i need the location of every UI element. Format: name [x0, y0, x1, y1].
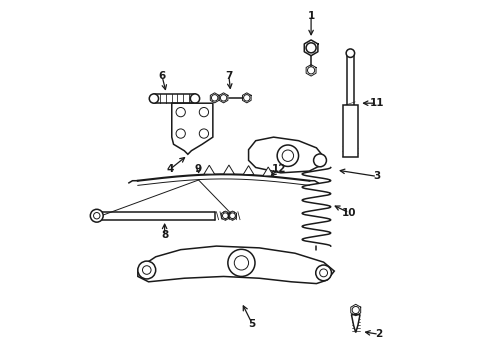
Circle shape: [94, 212, 100, 219]
Circle shape: [138, 261, 156, 279]
Circle shape: [211, 95, 218, 101]
Text: 7: 7: [225, 71, 233, 81]
Polygon shape: [248, 137, 323, 173]
Circle shape: [314, 154, 326, 167]
Text: 11: 11: [370, 98, 385, 108]
Polygon shape: [343, 105, 358, 157]
Text: 3: 3: [373, 171, 381, 181]
Text: 12: 12: [271, 164, 286, 174]
Circle shape: [190, 94, 199, 103]
Text: 9: 9: [195, 164, 202, 174]
Polygon shape: [243, 166, 254, 175]
Text: 10: 10: [342, 208, 357, 218]
Circle shape: [143, 266, 151, 274]
Polygon shape: [138, 246, 334, 284]
Circle shape: [228, 249, 255, 276]
Circle shape: [176, 108, 185, 117]
Circle shape: [234, 256, 248, 270]
Polygon shape: [351, 315, 360, 333]
Polygon shape: [263, 167, 273, 176]
Text: 2: 2: [375, 329, 383, 339]
Circle shape: [352, 306, 359, 314]
Circle shape: [149, 94, 159, 103]
Circle shape: [308, 67, 315, 74]
Circle shape: [282, 150, 294, 161]
Polygon shape: [172, 103, 213, 154]
Text: 6: 6: [158, 71, 166, 81]
Circle shape: [230, 213, 235, 219]
Circle shape: [277, 145, 298, 166]
Circle shape: [244, 95, 250, 101]
Polygon shape: [204, 165, 215, 174]
Circle shape: [346, 49, 355, 58]
Circle shape: [176, 129, 185, 138]
Circle shape: [222, 213, 228, 219]
Circle shape: [306, 43, 316, 53]
Circle shape: [199, 129, 209, 138]
Text: 4: 4: [166, 164, 173, 174]
Circle shape: [199, 108, 209, 117]
Text: 5: 5: [248, 319, 256, 329]
Circle shape: [220, 95, 227, 101]
Circle shape: [319, 269, 327, 277]
Text: 1: 1: [307, 11, 315, 21]
Circle shape: [316, 265, 331, 281]
Text: 8: 8: [161, 230, 168, 240]
Circle shape: [90, 209, 103, 222]
Polygon shape: [223, 165, 234, 174]
